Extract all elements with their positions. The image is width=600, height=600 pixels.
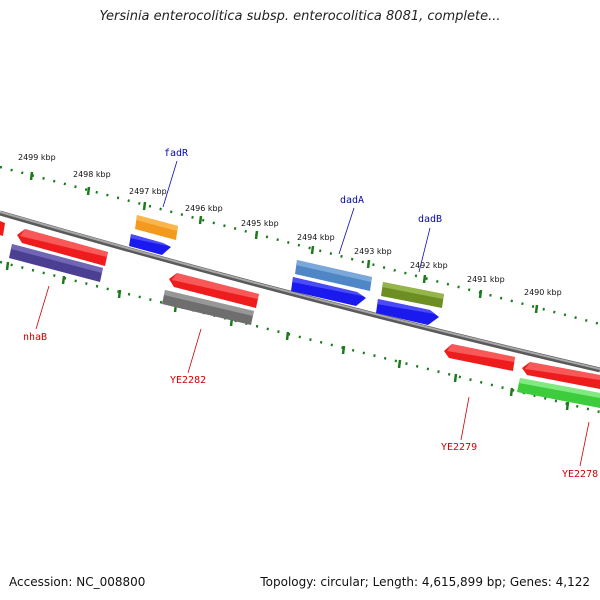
gene-fadR[interactable] <box>135 215 178 240</box>
kbp-label: 2493 kbp <box>354 247 392 256</box>
gene-YE2279[interactable] <box>444 344 515 371</box>
gene-red-3[interactable] <box>522 362 600 389</box>
gene-dadA[interactable] <box>295 260 372 291</box>
kbp-labels: 2499 kbp 2498 kbp 2497 kbp 2496 kbp 2495… <box>18 153 562 297</box>
major-ticks-inner <box>5 261 570 411</box>
scale-track-outer <box>0 165 600 326</box>
kbp-label: 2499 kbp <box>18 153 56 162</box>
scale-track-inner <box>0 260 600 414</box>
gene-red-left-fwd[interactable] <box>0 221 5 236</box>
kbp-label: 2496 kbp <box>185 204 223 213</box>
kbp-label: 2494 kbp <box>297 233 335 242</box>
kbp-label: 2498 kbp <box>73 170 111 179</box>
gene-label-dadB[interactable]: dadB <box>418 214 442 225</box>
gene-nhaB[interactable] <box>9 244 103 282</box>
gene-YE2282[interactable] <box>162 290 254 325</box>
gene-labels: fadR dadA dadB nhaB YE2282 YE2279 YE2278 <box>23 148 598 480</box>
gene-label-nhaB[interactable]: nhaB <box>23 332 47 343</box>
kbp-label: 2492 kbp <box>410 261 448 270</box>
gene-label-dadA[interactable]: dadA <box>340 195 364 206</box>
gene-YE2278[interactable] <box>517 378 600 408</box>
map-title: Yersinia enterocolitica subsp. enterocol… <box>99 9 501 24</box>
reverse-label-leaders <box>35 285 590 467</box>
gene-blue-1[interactable] <box>129 234 171 255</box>
gene-label-YE2282[interactable]: YE2282 <box>170 375 206 386</box>
kbp-label: 2495 kbp <box>241 219 279 228</box>
accession-text: Accession: NC_008800 <box>9 575 146 589</box>
forward-label-leaders <box>162 160 431 273</box>
gene-red-1[interactable] <box>17 229 108 266</box>
gene-red-2[interactable] <box>169 273 259 308</box>
gene-label-YE2278[interactable]: YE2278 <box>562 469 598 480</box>
gene-label-YE2279[interactable]: YE2279 <box>441 442 477 453</box>
gene-blue-2[interactable] <box>291 277 366 306</box>
gene-dadB[interactable] <box>381 282 444 308</box>
kbp-label: 2491 kbp <box>467 275 505 284</box>
gene-blue-3[interactable] <box>376 299 439 325</box>
major-ticks-outer <box>29 171 539 314</box>
gene-label-fadR[interactable]: fadR <box>164 148 189 159</box>
genome-summary-text: Topology: circular; Length: 4,615,899 bp… <box>260 575 590 589</box>
kbp-label: 2490 kbp <box>524 288 562 297</box>
kbp-label: 2497 kbp <box>129 187 167 196</box>
backbone <box>0 210 600 373</box>
